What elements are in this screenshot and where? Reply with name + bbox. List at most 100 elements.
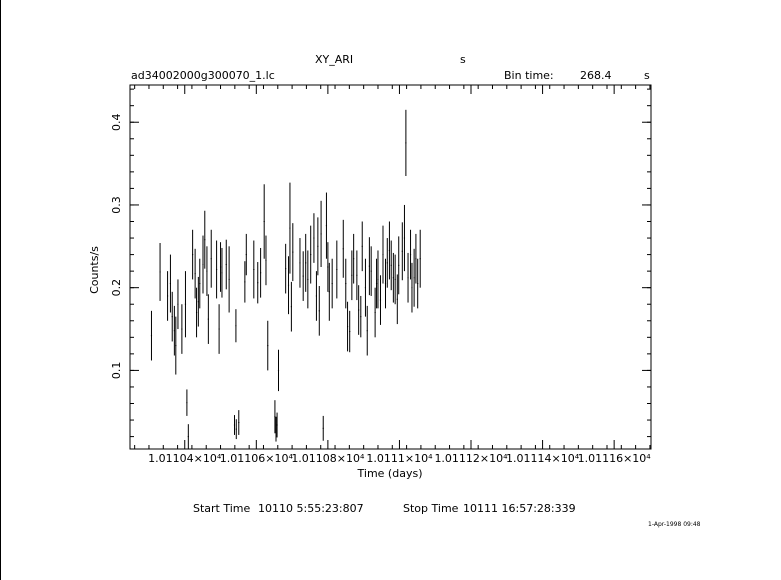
data-point [202, 235, 204, 294]
x-tick-label: 1.01108×10⁴ [291, 452, 365, 465]
data-point [177, 279, 179, 330]
header-unit: s [460, 53, 466, 66]
data-point [276, 412, 278, 438]
data-point [263, 184, 265, 259]
data-point [315, 271, 318, 321]
data-point [287, 256, 290, 315]
data-point [411, 262, 413, 313]
x-tick-label: 1.01114×10⁴ [506, 452, 580, 465]
data-point [320, 200, 322, 267]
data-point [353, 233, 355, 284]
data-point [336, 240, 338, 299]
data-point [342, 219, 344, 278]
data-point [419, 229, 421, 288]
data-point [305, 233, 307, 292]
data-point [184, 271, 187, 338]
data-point [351, 250, 353, 301]
data-point [401, 222, 403, 281]
data-point [206, 246, 208, 296]
data-point [265, 235, 267, 286]
data-point [192, 229, 194, 280]
data-point [349, 310, 351, 353]
data-point [375, 258, 378, 309]
data-point [216, 240, 218, 299]
data-point [368, 237, 370, 296]
data-point [233, 415, 236, 435]
data-point [290, 281, 292, 332]
data-point [218, 304, 220, 354]
y-tick-label: 0.4 [110, 113, 123, 130]
data-point [366, 305, 368, 356]
data-point [327, 242, 329, 292]
data-point [181, 304, 183, 354]
data-point [238, 410, 240, 435]
stop-time-label: Stop Time [403, 502, 459, 515]
data-point [345, 258, 347, 309]
data-point [346, 301, 349, 352]
data-point [377, 250, 379, 309]
data-point [415, 233, 417, 284]
data-point [390, 240, 392, 291]
x-axis-label: Time (days) [357, 467, 423, 480]
y-tick-label: 0.2 [110, 279, 123, 297]
data-point [386, 238, 388, 288]
data-point [194, 248, 196, 299]
data-point [175, 316, 177, 375]
data-point [358, 285, 360, 335]
x-tick-label: 1.01106×10⁴ [220, 452, 294, 465]
data-point [210, 229, 212, 288]
data-point [228, 246, 230, 313]
data-point [379, 275, 382, 325]
data-point [260, 247, 262, 298]
data-point [207, 294, 209, 344]
data-point [364, 258, 367, 317]
x-tick-label: 1.01116×10⁴ [578, 452, 652, 465]
data-point [322, 415, 324, 441]
data-point [159, 243, 161, 301]
data-point [173, 305, 175, 356]
data-point [166, 271, 169, 321]
data-point [195, 287, 198, 338]
data-point [325, 192, 328, 259]
data-point [235, 419, 237, 440]
y-axis-label: Counts/s [88, 246, 101, 294]
data-point [382, 225, 384, 284]
data-point [392, 252, 394, 303]
data-point [328, 262, 330, 321]
data-point [398, 236, 400, 295]
x-tick-label: 1.0111×10⁴ [366, 452, 433, 465]
data-point [235, 309, 237, 343]
data-point [199, 258, 201, 309]
start-time-label: Start Time [193, 502, 251, 515]
start-time-value: 10110 5:55:23:807 [258, 502, 364, 515]
data-point [267, 320, 269, 371]
data-point [417, 258, 419, 309]
data-point [221, 247, 223, 298]
data-point [186, 389, 188, 416]
data-point [150, 310, 153, 361]
plot-frame [129, 84, 652, 450]
bin-time-value: 268.4 [580, 69, 612, 82]
data-point [253, 240, 255, 299]
data-point [225, 239, 227, 290]
data-point [388, 221, 390, 280]
data-point [370, 246, 372, 296]
stop-time-value: 10111 16:57:28:339 [463, 502, 576, 515]
data-point [277, 349, 280, 392]
bin-time-label: Bin time: [504, 69, 554, 82]
data-point [187, 424, 189, 449]
y-tick-label: 0.1 [110, 362, 123, 380]
data-point [403, 204, 406, 272]
data-point [197, 276, 199, 327]
x-tick-label: 1.01104×10⁴ [148, 452, 222, 465]
data-point [257, 262, 259, 304]
y-tick-label: 0.3 [110, 196, 123, 214]
data-point [219, 242, 222, 292]
data-point [360, 295, 362, 338]
data-point [317, 217, 319, 276]
plot-timestamp: 1-Apr-1998 09:48 [648, 521, 701, 528]
bin-time-unit: s [644, 69, 650, 82]
data-point [204, 210, 206, 269]
